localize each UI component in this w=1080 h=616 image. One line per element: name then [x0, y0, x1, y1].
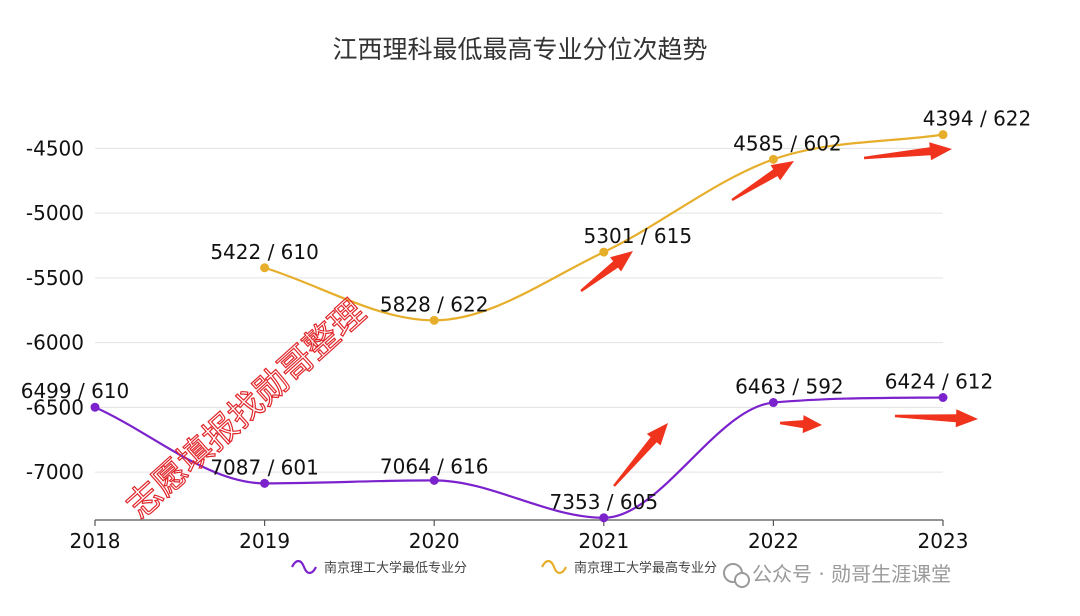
- x-tick-label: 2020: [409, 529, 460, 553]
- data-label: 7087 / 601: [210, 455, 319, 479]
- legend[interactable]: 南京理工大学最低专业分 南京理工大学最高专业分: [291, 559, 717, 576]
- x-tick-label: 2021: [578, 529, 629, 553]
- y-axis-ticks: -4500 -5000 -5500 -6000 -6500 -7000: [26, 136, 84, 484]
- data-label: 4585 / 602: [733, 131, 842, 155]
- x-tick-label: 2019: [239, 529, 290, 553]
- data-point: [768, 398, 778, 408]
- data-label: 7353 / 605: [550, 490, 659, 514]
- x-tick-label: 2022: [748, 529, 799, 553]
- y-tick-label: -6500: [26, 395, 84, 419]
- series-lines: [90, 130, 948, 523]
- y-tick-label: -4500: [26, 136, 84, 160]
- data-point: [260, 478, 270, 488]
- data-label: 7064 / 616: [380, 454, 489, 478]
- x-tick-label: 2023: [918, 529, 969, 553]
- data-labels: 6499 / 610 7087 / 601 7064 / 616 7353 / 605…: [21, 107, 1032, 514]
- x-axis: [94, 519, 944, 526]
- data-point: [938, 130, 948, 140]
- watermark-text: 志愿填报找勋哥整理: [119, 292, 373, 526]
- data-point: [260, 263, 270, 273]
- legend-swatch: [291, 559, 317, 575]
- gridlines: [95, 147, 943, 473]
- red-arrow: [894, 409, 978, 428]
- data-point: [938, 393, 948, 403]
- y-tick-label: -5000: [26, 201, 84, 225]
- data-label: 5422 / 610: [210, 240, 319, 264]
- series-line-0: [94, 396, 944, 519]
- footer-credit: 公众号 · 勋哥生涯课堂: [723, 562, 951, 588]
- data-label: 6463 / 592: [735, 375, 844, 399]
- chart-title: 江西理科最低最高专业分位次趋势: [332, 35, 707, 64]
- data-point: [429, 475, 439, 485]
- legend-swatch: [541, 559, 567, 575]
- y-tick-label: -7000: [26, 460, 84, 484]
- data-point: [90, 402, 100, 412]
- red-arrow: [613, 423, 668, 487]
- x-tick-label: 2018: [70, 529, 121, 553]
- red-arrow: [863, 142, 952, 161]
- legend-item-0[interactable]: 南京理工大学最低专业分: [291, 559, 467, 576]
- footer-text: 公众号 · 勋哥生涯课堂: [752, 562, 951, 586]
- data-label: 5828 / 622: [380, 292, 489, 316]
- red-arrow: [731, 161, 794, 202]
- legend-item-1[interactable]: 南京理工大学最高专业分: [541, 559, 717, 576]
- wechat-icon: [723, 563, 750, 588]
- legend-label: 南京理工大学最低专业分: [324, 560, 467, 576]
- annotation-arrows: [580, 142, 978, 487]
- red-arrow: [779, 415, 822, 434]
- data-label: 6424 / 612: [885, 370, 994, 394]
- data-label: 6499 / 610: [21, 379, 130, 403]
- red-arrow: [580, 251, 633, 292]
- data-point: [599, 513, 609, 523]
- data-point: [429, 315, 439, 325]
- y-tick-label: -5500: [26, 266, 84, 290]
- y-tick-label: -6000: [26, 331, 84, 355]
- x-axis-ticks: 2018 2019 2020 2021 2022 2023: [70, 529, 969, 553]
- data-label: 4394 / 622: [923, 107, 1032, 131]
- data-point: [599, 247, 609, 257]
- data-label: 5301 / 615: [584, 224, 693, 248]
- legend-label: 南京理工大学最高专业分: [574, 560, 717, 576]
- data-point: [768, 154, 778, 164]
